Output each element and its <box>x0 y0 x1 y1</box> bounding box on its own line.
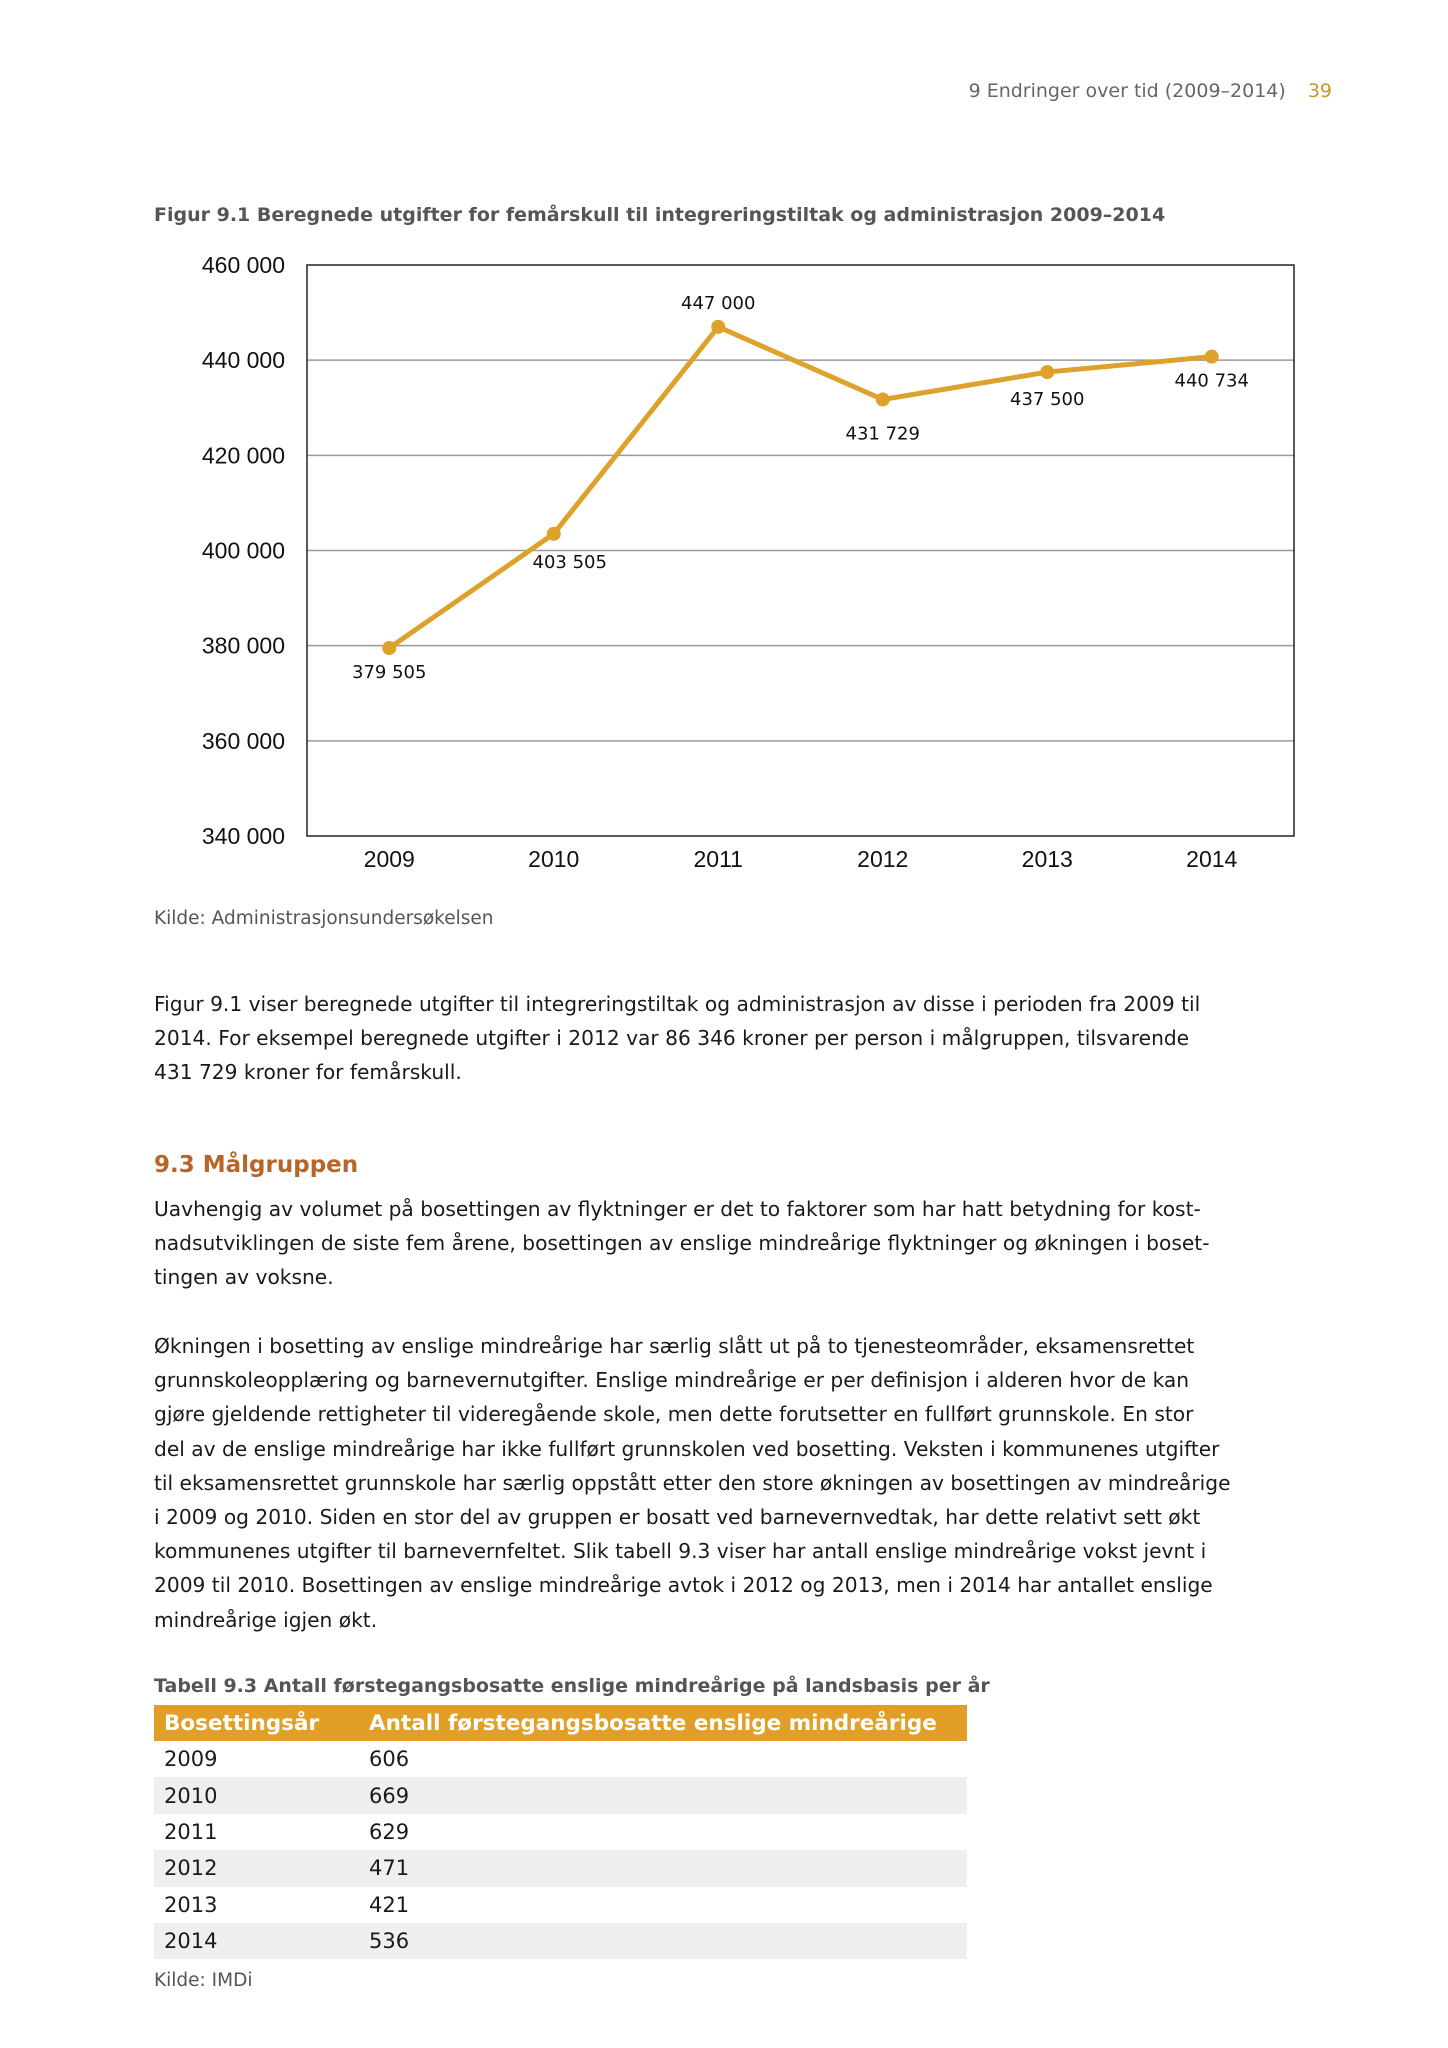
data-label: 440 734 <box>1175 371 1249 392</box>
table-caption: Tabell 9.3 Antall førstegangsbosatte ens… <box>154 1675 990 1697</box>
text-line: Figur 9.1 viser beregnede utgifter til i… <box>154 992 1201 1016</box>
figure-title: Figur 9.1 Beregnede utgifter for femårsk… <box>154 204 1166 226</box>
data-point <box>382 641 397 656</box>
data-point <box>711 319 726 334</box>
count-cell: 606 <box>369 1747 410 1772</box>
text-line: mindreårige igjen økt. <box>154 1607 378 1632</box>
text-line: Økningen i bosetting av enslige mindreår… <box>154 1334 1195 1358</box>
data-label: 403 505 <box>533 552 607 573</box>
text-line: nadsutviklingen de siste fem årene, bose… <box>154 1231 1210 1256</box>
series-line <box>387 324 1212 651</box>
x-tick-label: 2013 <box>1022 846 1073 872</box>
text-line: grunnskoleopplæring og barnevernutgifter… <box>154 1368 1190 1393</box>
line-chart: 340 000 360 000 380 000 400 000 420 000 440 0… <box>202 252 1295 872</box>
text-line: Uavhengig av volumet på bosettingen av f… <box>154 1197 1201 1221</box>
year-cell: 2010 <box>154 1777 359 1814</box>
count-cell: 471 <box>359 1850 967 1887</box>
data-label: 379 505 <box>352 662 426 683</box>
count-cell: 629 <box>369 1819 410 1844</box>
paragraph-intro: Uavhengig av volumet på bosettingen av f… <box>154 1192 1210 1295</box>
x-tick-label: 2012 <box>857 846 908 872</box>
data-label: 431 729 <box>846 424 920 445</box>
count-cell: 421 <box>369 1892 410 1917</box>
table-row: 2009 606 <box>154 1741 967 1777</box>
data-point <box>1204 349 1219 364</box>
data-point <box>1040 365 1055 380</box>
y-tick-label: 400 000 <box>202 538 285 564</box>
column-header: Antall førstegangsbosatte enslige mindre… <box>359 1705 967 1741</box>
paragraph-body: Økningen i bosetting av enslige mindreår… <box>154 1329 1231 1637</box>
text-line: 2009 til 2010. Bosettingen av enslige mi… <box>154 1573 1213 1598</box>
text-line: til eksamensrettet grunnskole har særlig… <box>154 1470 1231 1495</box>
section-title: 9 Endringer over tid (2009–2014) <box>968 80 1286 102</box>
text-line: gjøre gjeldende rettigheter til videregå… <box>154 1402 1194 1427</box>
section-heading: 9.3 Målgruppen <box>154 1152 359 1178</box>
count-cell: 536 <box>359 1922 967 1960</box>
year-cell: 2013 <box>164 1892 218 1917</box>
y-tick-label: 360 000 <box>202 728 285 754</box>
y-tick-label: 380 000 <box>202 633 285 659</box>
text-line: del av de enslige mindreårige har ikke f… <box>154 1436 1220 1461</box>
data-table: Bosettingsår Antall førstegangsbosatte e… <box>154 1705 967 1960</box>
text-line: 2014. For eksempel beregnede utgifter i … <box>154 1026 1190 1051</box>
y-tick-label: 340 000 <box>202 823 285 849</box>
text-line: i 2009 og 2010. Siden en stor del av gru… <box>154 1505 1201 1530</box>
plot-frame <box>306 264 1295 837</box>
x-tick-label: 2014 <box>1186 846 1237 872</box>
table-header-row: Bosettingsår Antall førstegangsbosatte e… <box>154 1705 967 1741</box>
table-row: 2011 629 <box>154 1814 967 1850</box>
table-row: 2012 471 <box>154 1850 967 1887</box>
x-tick-label: 2011 <box>694 846 743 872</box>
text-line: 431 729 kroner for femårskull. <box>154 1060 462 1085</box>
table-row: 2013 421 <box>154 1887 967 1923</box>
text-line: tingen av voksne. <box>154 1265 334 1290</box>
paragraph-figure-description: Figur 9.1 viser beregnede utgifter til i… <box>154 987 1200 1090</box>
column-header: Bosettingsår <box>154 1705 359 1741</box>
table-row: 2014 536 <box>154 1922 967 1960</box>
running-header: 9 Endringer over tid (2009–2014) 39 <box>969 80 1332 102</box>
x-tick-label: 2009 <box>364 846 415 872</box>
count-cell: 669 <box>359 1777 967 1814</box>
data-label: 447 000 <box>681 293 755 314</box>
figure-source: Kilde: Administrasjonsundersøkelsen <box>154 908 494 929</box>
text-line: kommunenes utgifter til barnevernfeltet.… <box>154 1539 1207 1564</box>
table-source: Kilde: IMDi <box>154 1970 253 1991</box>
data-point <box>546 526 561 541</box>
year-cell: 2011 <box>164 1819 218 1844</box>
x-tick-label: 2010 <box>528 846 579 872</box>
y-tick-label: 460 000 <box>202 252 285 278</box>
y-tick-label: 440 000 <box>202 347 285 373</box>
year-cell: 2012 <box>154 1850 359 1887</box>
data-point <box>875 392 890 407</box>
year-cell: 2014 <box>154 1922 359 1960</box>
y-tick-label: 420 000 <box>202 442 285 468</box>
data-label: 437 500 <box>1010 389 1084 410</box>
table-row: 2010 669 <box>154 1777 967 1814</box>
page-number: 39 <box>1307 80 1332 102</box>
year-cell: 2009 <box>164 1747 218 1772</box>
